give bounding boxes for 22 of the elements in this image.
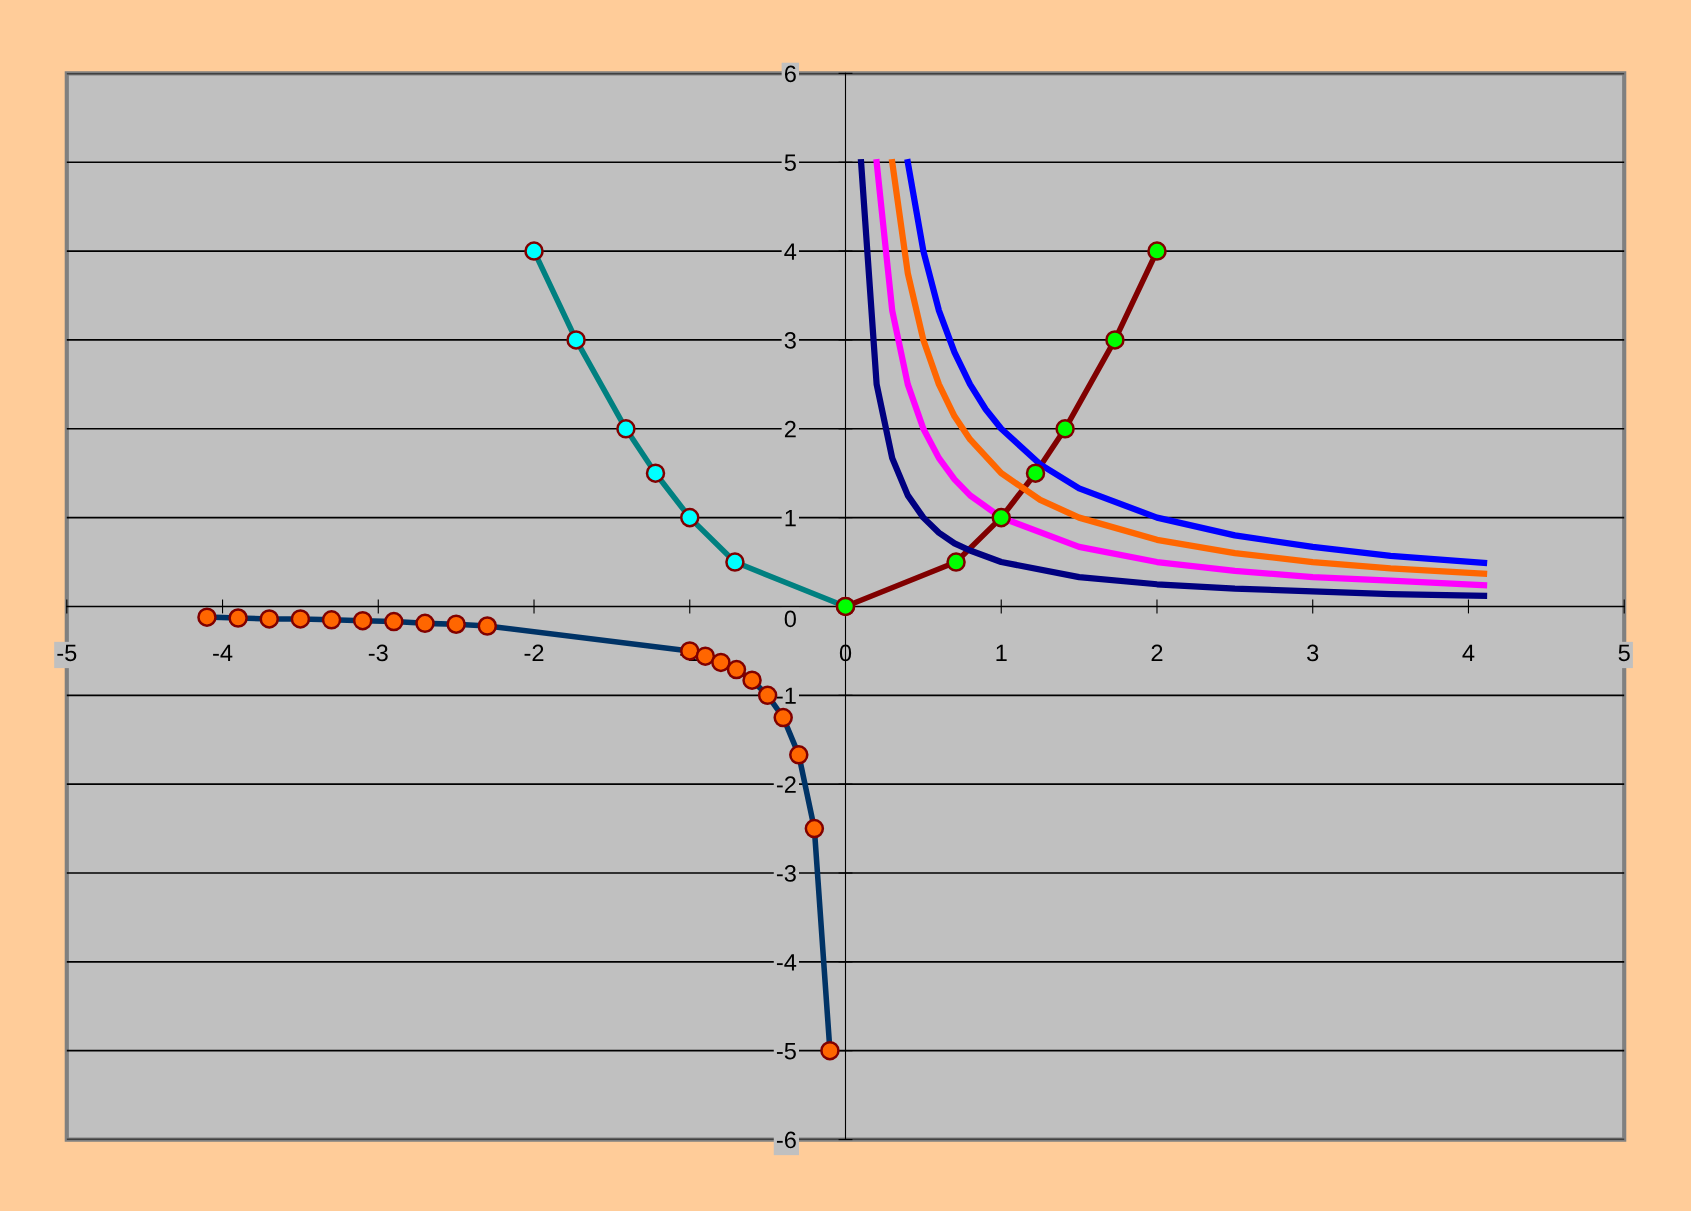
y-tick-label: -3 [776, 865, 796, 882]
y-tick-label: -6 [776, 1131, 796, 1149]
x-tick-label: -2 [524, 644, 544, 662]
y-tick-label: -1 [776, 687, 796, 704]
x-tick-label: 1 [996, 644, 1007, 662]
x-tick-label: 5 [1618, 644, 1630, 662]
x-tick-label: 3 [1307, 644, 1319, 662]
y-tick-label: 5 [784, 154, 796, 172]
y-tick-label: 1 [785, 509, 796, 527]
y-tick-label: -5 [776, 1043, 796, 1060]
x-tick-label: -3 [368, 644, 388, 662]
x-tick-label: -4 [213, 644, 233, 662]
x-tick-label: 2 [1151, 644, 1163, 662]
y-tick-label: 6 [784, 65, 796, 83]
x-tick-label: -5 [57, 644, 77, 662]
y-tick-label: 4 [784, 243, 797, 260]
y-tick-label: 2 [784, 420, 796, 438]
y-tick-label: 0 [784, 610, 796, 628]
y-tick-label: -4 [776, 954, 797, 971]
y-tick-label: -2 [776, 776, 796, 793]
x-tick-label: 4 [1462, 644, 1475, 662]
y-tick-label: 3 [784, 332, 796, 349]
